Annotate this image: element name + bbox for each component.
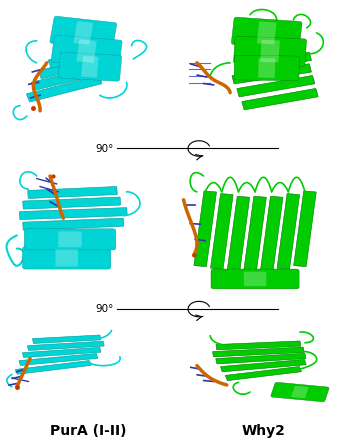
FancyBboxPatch shape bbox=[48, 47, 105, 68]
FancyBboxPatch shape bbox=[24, 229, 116, 250]
FancyBboxPatch shape bbox=[212, 347, 304, 357]
Text: PurA (I-II): PurA (I-II) bbox=[50, 424, 127, 438]
FancyBboxPatch shape bbox=[28, 341, 104, 351]
FancyBboxPatch shape bbox=[211, 194, 233, 269]
Text: 90°: 90° bbox=[95, 143, 113, 154]
FancyBboxPatch shape bbox=[291, 386, 309, 398]
FancyBboxPatch shape bbox=[227, 196, 250, 272]
FancyBboxPatch shape bbox=[211, 269, 299, 289]
FancyBboxPatch shape bbox=[271, 382, 329, 402]
FancyBboxPatch shape bbox=[74, 21, 93, 45]
FancyBboxPatch shape bbox=[225, 367, 301, 381]
FancyBboxPatch shape bbox=[244, 196, 266, 272]
FancyBboxPatch shape bbox=[23, 246, 111, 269]
FancyBboxPatch shape bbox=[216, 341, 301, 350]
FancyBboxPatch shape bbox=[237, 52, 312, 72]
FancyBboxPatch shape bbox=[33, 335, 101, 344]
FancyBboxPatch shape bbox=[19, 208, 127, 220]
FancyBboxPatch shape bbox=[81, 56, 99, 77]
FancyBboxPatch shape bbox=[28, 187, 117, 198]
FancyBboxPatch shape bbox=[19, 353, 98, 366]
FancyBboxPatch shape bbox=[38, 55, 108, 79]
FancyBboxPatch shape bbox=[22, 347, 101, 358]
FancyBboxPatch shape bbox=[257, 22, 276, 44]
FancyBboxPatch shape bbox=[277, 194, 300, 269]
FancyBboxPatch shape bbox=[234, 55, 299, 81]
FancyBboxPatch shape bbox=[58, 52, 122, 81]
FancyBboxPatch shape bbox=[233, 36, 307, 66]
FancyBboxPatch shape bbox=[23, 197, 121, 209]
FancyBboxPatch shape bbox=[294, 191, 316, 267]
FancyBboxPatch shape bbox=[51, 35, 122, 67]
FancyBboxPatch shape bbox=[242, 88, 318, 110]
FancyBboxPatch shape bbox=[216, 353, 306, 364]
FancyBboxPatch shape bbox=[232, 64, 312, 84]
FancyBboxPatch shape bbox=[231, 17, 302, 49]
FancyBboxPatch shape bbox=[260, 40, 280, 62]
FancyBboxPatch shape bbox=[55, 249, 78, 266]
FancyBboxPatch shape bbox=[32, 65, 105, 90]
FancyBboxPatch shape bbox=[194, 191, 216, 267]
FancyBboxPatch shape bbox=[58, 231, 82, 247]
Text: 90°: 90° bbox=[95, 304, 113, 314]
FancyBboxPatch shape bbox=[244, 271, 266, 286]
Text: Why2: Why2 bbox=[241, 424, 286, 438]
FancyBboxPatch shape bbox=[237, 76, 315, 97]
FancyBboxPatch shape bbox=[220, 359, 306, 372]
FancyBboxPatch shape bbox=[50, 16, 117, 50]
FancyBboxPatch shape bbox=[258, 58, 275, 78]
FancyBboxPatch shape bbox=[23, 218, 124, 230]
FancyBboxPatch shape bbox=[260, 196, 283, 272]
FancyBboxPatch shape bbox=[26, 76, 102, 102]
FancyBboxPatch shape bbox=[77, 40, 97, 63]
FancyBboxPatch shape bbox=[15, 361, 91, 374]
